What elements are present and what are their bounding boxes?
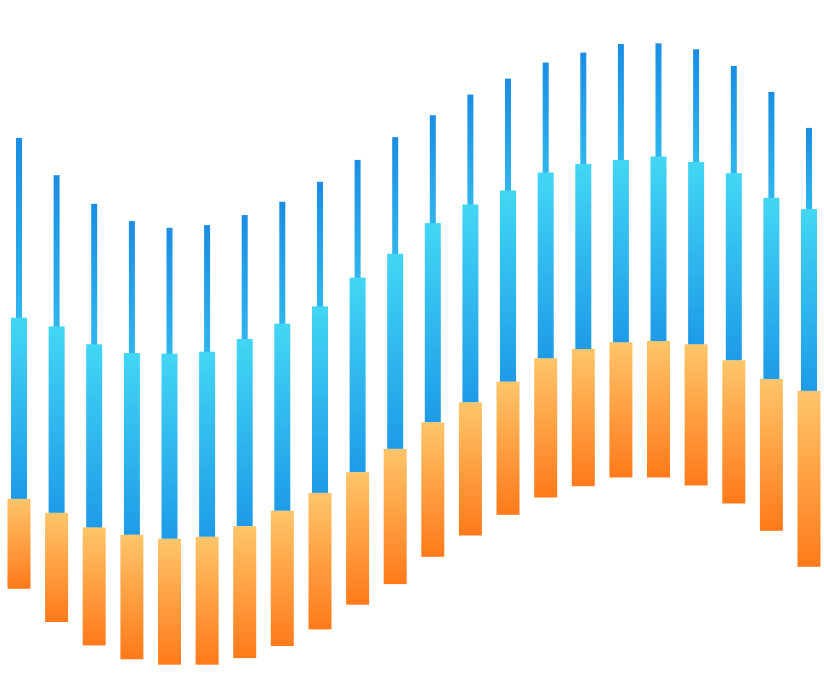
- bar-base: [7, 498, 31, 589]
- bar-group-5: [158, 227, 181, 665]
- bar-group-14: [496, 78, 520, 515]
- bar-body: [86, 344, 103, 528]
- bar-group-2: [45, 175, 69, 622]
- bar-needle: [317, 181, 323, 309]
- bar-needle: [354, 159, 361, 280]
- bar-body: [688, 161, 705, 345]
- bar-body: [537, 172, 554, 359]
- bar-body: [123, 353, 140, 535]
- bar-base: [45, 512, 69, 622]
- bar-body: [575, 163, 592, 349]
- bar-group-3: [82, 203, 106, 646]
- bar-base: [421, 422, 445, 557]
- bar-needle: [241, 215, 248, 341]
- bar-body: [725, 173, 742, 361]
- bar-body: [199, 351, 216, 537]
- bar-needle: [392, 137, 399, 256]
- bar-body: [274, 323, 291, 511]
- bar-group-17: [609, 44, 633, 478]
- bar-group-20: [722, 66, 746, 504]
- bar-needle: [429, 115, 436, 226]
- bar-base: [722, 360, 746, 504]
- bar-base: [759, 379, 783, 531]
- bar-base: [797, 391, 821, 567]
- bar-group-10: [346, 159, 370, 605]
- bar-body: [161, 353, 178, 539]
- bar-needle: [505, 78, 511, 193]
- bar-base: [233, 526, 257, 659]
- bar-group-1: [7, 137, 31, 589]
- bar-group-19: [684, 49, 708, 486]
- bar-base: [120, 534, 144, 660]
- bar-base: [571, 349, 595, 487]
- bar-needle: [542, 62, 549, 175]
- bar-base: [195, 536, 219, 665]
- bar-group-16: [571, 52, 595, 487]
- bar-body: [500, 190, 516, 382]
- bar-series-group: [7, 43, 821, 665]
- bar-base: [609, 342, 633, 478]
- bar-body: [650, 156, 667, 341]
- bar-group-6: [195, 225, 219, 665]
- bar-group-9: [308, 181, 332, 630]
- bar-body: [424, 223, 441, 423]
- bar-needle: [128, 221, 135, 355]
- bar-needle: [53, 175, 60, 329]
- bar-needle: [580, 52, 587, 166]
- bar-body: [236, 339, 253, 527]
- bar-body: [349, 277, 366, 473]
- bar-body: [612, 159, 629, 343]
- bar-group-12: [421, 115, 445, 557]
- bar-needle: [617, 44, 624, 162]
- bar-needle: [204, 225, 211, 354]
- bar-needle: [467, 94, 474, 207]
- bar-base: [647, 341, 670, 478]
- bar-group-11: [383, 137, 407, 585]
- bar-body: [11, 317, 27, 499]
- bar-group-22: [797, 127, 821, 567]
- bar-base: [158, 538, 181, 665]
- bar-body: [387, 253, 404, 449]
- bar-needle: [806, 127, 812, 212]
- bar-needle: [166, 227, 173, 356]
- bar-body: [462, 204, 479, 403]
- bar-needle: [655, 43, 662, 159]
- bar-base: [534, 358, 558, 498]
- bar-group-21: [759, 91, 783, 531]
- bar-base: [270, 510, 294, 646]
- bar-needle: [279, 201, 286, 326]
- bar-base: [308, 492, 332, 630]
- bar-needle: [91, 203, 98, 347]
- bar-body: [312, 306, 328, 493]
- bar-base: [82, 527, 106, 646]
- bar-base: [684, 344, 708, 486]
- bar-needle: [768, 91, 775, 200]
- bar-base: [496, 381, 520, 515]
- bar-group-7: [233, 215, 257, 659]
- bar-group-8: [270, 201, 294, 646]
- bar-group-13: [458, 94, 482, 536]
- bar-base: [346, 472, 370, 605]
- bar-group-18: [647, 43, 670, 478]
- bar-needle: [693, 49, 700, 164]
- bar-needle: [730, 66, 737, 176]
- bar-body: [763, 197, 780, 379]
- bar-base: [383, 448, 407, 585]
- bar-body: [48, 326, 65, 513]
- bar-base: [458, 402, 482, 536]
- bar-group-4: [120, 221, 144, 660]
- bar-body: [801, 209, 817, 391]
- bar-needle: [16, 137, 22, 320]
- bar-group-15: [534, 62, 558, 498]
